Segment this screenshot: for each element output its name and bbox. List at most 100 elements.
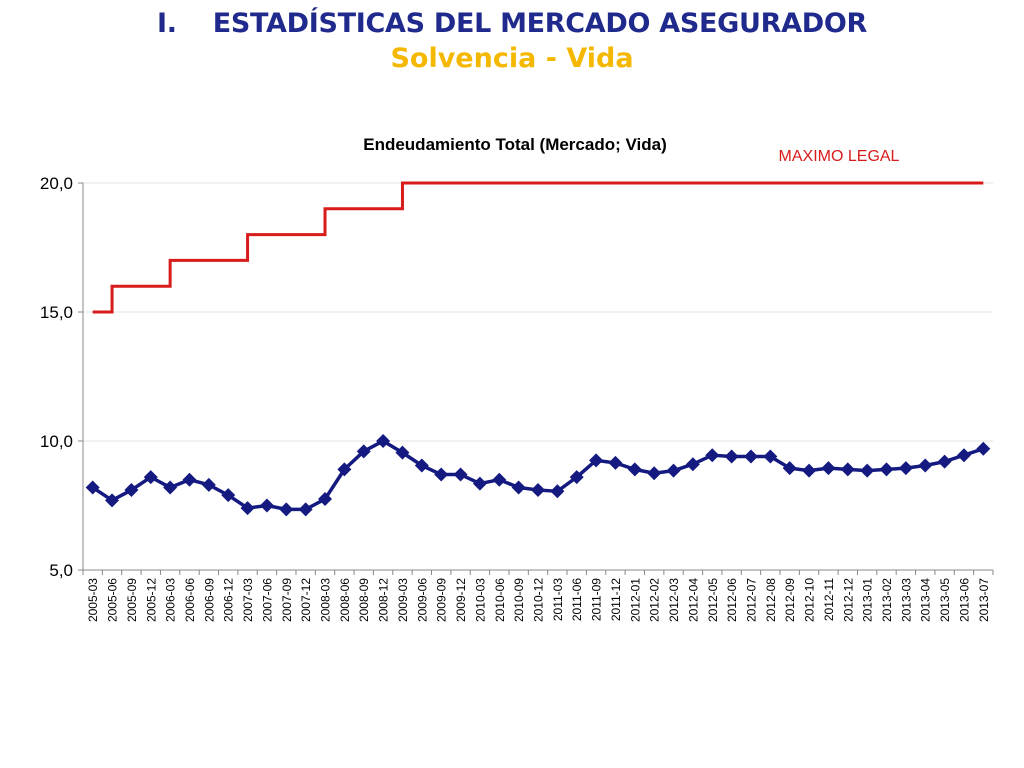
x-tick-label: 2013-03 xyxy=(899,578,913,622)
data-point xyxy=(492,472,507,487)
x-tick-label: 2012-11 xyxy=(822,578,836,621)
data-point xyxy=(279,502,294,517)
x-tick-label: 2007-03 xyxy=(241,578,255,622)
series-maximo-legal xyxy=(92,181,984,314)
y-axis-ticks: 5,0 10,0 15,0 20,0 xyxy=(40,174,83,580)
x-tick-label: 2009-06 xyxy=(415,578,429,622)
x-tick-label: 2005-03 xyxy=(86,578,100,622)
x-tick-label: 2009-12 xyxy=(454,578,468,622)
x-tick-label: 2008-03 xyxy=(319,578,333,622)
data-point xyxy=(85,480,100,495)
x-tick-label: 2006-09 xyxy=(202,578,216,622)
data-point xyxy=(782,461,797,476)
x-tick-label: 2012-08 xyxy=(764,578,778,622)
x-tick-label: 2010-03 xyxy=(473,578,487,622)
x-tick-label: 2012-10 xyxy=(803,578,817,622)
x-tick-label: 2013-01 xyxy=(861,578,875,622)
y-tick-label: 5,0 xyxy=(49,561,73,580)
data-point xyxy=(376,434,391,448)
data-point xyxy=(472,476,487,491)
x-tick-label: 2011-09 xyxy=(590,578,604,621)
x-tick-label: 2013-02 xyxy=(880,578,894,622)
x-tick-label: 2013-07 xyxy=(977,578,991,622)
data-point xyxy=(763,449,778,464)
data-point xyxy=(937,454,952,469)
x-tick-label: 2012-07 xyxy=(744,578,758,622)
data-point xyxy=(259,498,274,513)
x-tick-label: 2012-05 xyxy=(706,578,720,622)
data-point xyxy=(105,493,120,508)
x-tick-label: 2012-03 xyxy=(667,578,681,622)
x-tick-label: 2012-04 xyxy=(686,578,700,622)
x-tick-label: 2007-09 xyxy=(280,578,294,622)
data-point xyxy=(589,453,604,468)
data-point xyxy=(956,448,971,463)
data-point xyxy=(550,484,565,499)
x-tick-label: 2012-02 xyxy=(648,578,662,622)
x-tick-label: 2010-12 xyxy=(532,578,546,622)
slide-title-number: I. xyxy=(157,8,177,39)
axes xyxy=(82,183,993,571)
x-tick-label: 2011-12 xyxy=(609,578,623,621)
x-tick-label: 2011-06 xyxy=(570,578,584,621)
x-tick-label: 2007-12 xyxy=(299,578,313,622)
data-point xyxy=(627,462,642,477)
slide-title-text: ESTADÍSTICAS DEL MERCADO ASEGURADOR xyxy=(212,8,868,39)
data-point xyxy=(860,463,875,478)
x-tick-label: 2006-12 xyxy=(222,578,236,622)
data-point xyxy=(976,441,991,456)
series-endeudamiento xyxy=(85,434,991,517)
x-tick-label: 2007-06 xyxy=(260,578,274,622)
data-point xyxy=(511,480,526,495)
gridlines xyxy=(83,182,993,442)
data-point xyxy=(879,462,894,477)
data-point xyxy=(414,458,429,473)
series-line-maximo-legal xyxy=(92,181,984,314)
data-point xyxy=(318,492,333,507)
data-point xyxy=(434,467,449,482)
data-point xyxy=(221,488,236,503)
data-point xyxy=(201,477,216,492)
data-point xyxy=(531,483,545,498)
data-point xyxy=(356,444,371,459)
x-tick-label: 2013-04 xyxy=(919,578,933,622)
data-point xyxy=(240,501,255,516)
x-tick-label: 2012-09 xyxy=(783,578,797,622)
y-tick-label: 15,0 xyxy=(40,303,73,322)
x-tick-label: 2012-06 xyxy=(725,578,739,622)
x-tick-label: 2006-06 xyxy=(183,578,197,622)
data-point xyxy=(395,445,410,460)
x-tick-label: 2012-12 xyxy=(841,578,855,622)
data-point xyxy=(898,461,913,476)
slide-title: I. ESTADÍSTICAS DEL MERCADO ASEGURADOR xyxy=(0,6,1024,42)
data-point xyxy=(182,472,197,487)
x-tick-label: 2011-03 xyxy=(551,578,565,621)
data-point xyxy=(453,467,468,482)
x-tick-label: 2013-06 xyxy=(957,578,971,622)
x-tick-label: 2010-06 xyxy=(493,578,507,622)
data-point xyxy=(163,480,178,495)
x-tick-label: 2009-03 xyxy=(396,578,410,622)
data-point xyxy=(569,470,584,485)
data-point xyxy=(647,466,662,481)
data-point xyxy=(918,458,933,473)
slide-header: I. ESTADÍSTICAS DEL MERCADO ASEGURADOR So… xyxy=(0,6,1024,76)
x-tick-label: 2006-03 xyxy=(164,578,178,622)
x-tick-label: 2010-09 xyxy=(512,578,526,622)
data-point xyxy=(298,502,313,517)
data-point xyxy=(337,462,352,477)
data-point xyxy=(705,448,720,463)
x-tick-label: 2009-09 xyxy=(435,578,449,622)
x-tick-label: 2008-06 xyxy=(338,578,352,622)
chart-title: Endeudamiento Total (Mercado; Vida) xyxy=(363,135,667,154)
x-tick-label: 2012-01 xyxy=(628,578,642,622)
data-point xyxy=(802,463,817,478)
data-point xyxy=(724,449,739,464)
x-tick-label: 2008-12 xyxy=(377,578,391,622)
x-tick-label: 2005-06 xyxy=(106,578,120,622)
legend-label-maximo-legal: MAXIMO LEGAL xyxy=(779,148,900,165)
y-tick-label: 20,0 xyxy=(40,174,73,193)
x-tick-label: 2008-09 xyxy=(357,578,371,622)
data-point xyxy=(608,455,623,470)
